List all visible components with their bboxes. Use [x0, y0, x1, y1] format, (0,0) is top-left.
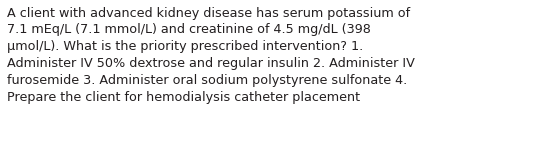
Text: A client with advanced kidney disease has serum potassium of
7.1 mEq/L (7.1 mmol: A client with advanced kidney disease ha…	[7, 7, 415, 104]
